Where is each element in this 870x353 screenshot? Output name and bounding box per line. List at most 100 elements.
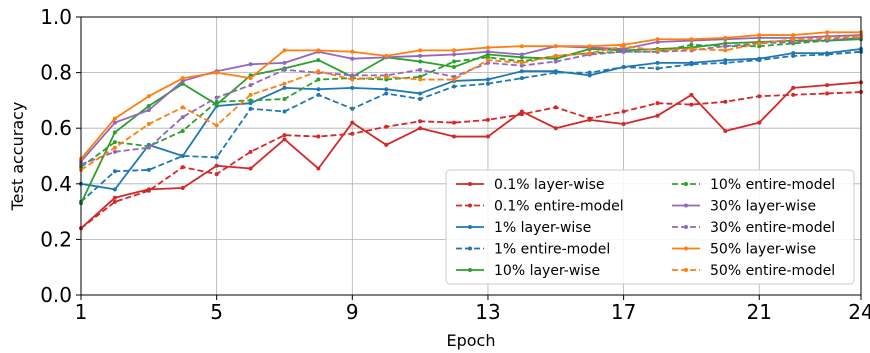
data-point <box>214 123 219 128</box>
data-point <box>723 48 728 53</box>
data-point <box>350 106 355 111</box>
series-7 <box>79 35 863 167</box>
data-point <box>485 55 490 60</box>
legend-label: 10% layer-wise <box>494 263 600 279</box>
legend-item: 0.1% layer-wise <box>456 177 605 193</box>
data-point <box>112 120 117 125</box>
data-point <box>519 76 524 81</box>
data-point <box>180 76 185 81</box>
data-point <box>112 187 117 192</box>
data-point <box>452 134 457 139</box>
data-point <box>180 185 185 190</box>
y-tick-label: 1.0 <box>40 5 72 29</box>
data-point <box>655 113 660 118</box>
data-point <box>214 163 219 168</box>
data-point <box>485 77 490 82</box>
series-line <box>80 36 862 168</box>
data-point <box>214 172 219 177</box>
data-point <box>418 48 423 53</box>
data-point <box>248 101 253 106</box>
y-tick-label: 0.4 <box>40 172 72 196</box>
legend-marker <box>468 182 472 186</box>
data-point <box>282 133 287 138</box>
data-point <box>316 92 321 97</box>
data-point <box>689 42 694 47</box>
data-point <box>791 53 796 58</box>
data-point <box>316 134 321 139</box>
data-point <box>757 120 762 125</box>
data-point <box>791 33 796 38</box>
data-point <box>214 155 219 160</box>
legend-marker <box>468 203 472 208</box>
data-point <box>146 188 151 193</box>
data-point <box>112 145 117 150</box>
data-point <box>180 115 185 120</box>
data-point <box>791 37 796 42</box>
data-point <box>316 87 321 92</box>
data-point <box>112 169 117 174</box>
data-point <box>825 91 830 96</box>
data-point <box>553 126 558 131</box>
data-point <box>146 167 151 172</box>
data-point <box>418 119 423 124</box>
series-line <box>80 36 862 166</box>
x-tick-label: 5 <box>210 300 223 324</box>
series-line <box>80 91 862 229</box>
data-point <box>452 65 457 70</box>
legend-marker <box>468 225 472 229</box>
data-point <box>418 74 423 79</box>
data-point <box>248 83 253 88</box>
data-point <box>825 52 830 57</box>
data-point <box>282 60 287 65</box>
data-point <box>553 105 558 110</box>
data-point <box>825 35 830 40</box>
data-point <box>519 109 524 114</box>
data-point <box>146 94 151 99</box>
data-point <box>757 35 762 40</box>
data-point <box>214 95 219 100</box>
data-point <box>384 142 389 147</box>
data-point <box>553 53 558 58</box>
data-point <box>452 120 457 125</box>
data-point <box>587 44 592 49</box>
data-point <box>282 48 287 53</box>
data-point <box>689 46 694 51</box>
data-point <box>418 59 423 64</box>
data-point <box>519 55 524 60</box>
data-point <box>452 59 457 64</box>
legend-item: 30% layer-wise <box>672 199 816 215</box>
series-5 <box>79 35 863 170</box>
data-point <box>112 116 117 121</box>
series-line <box>80 34 862 163</box>
data-point <box>485 45 490 50</box>
data-point <box>485 134 490 139</box>
data-point <box>553 56 558 61</box>
x-tick-label: 1 <box>75 300 88 324</box>
data-point <box>350 120 355 125</box>
data-point <box>757 41 762 46</box>
data-point <box>214 70 219 75</box>
data-point <box>384 124 389 129</box>
data-point <box>655 48 660 53</box>
data-point <box>723 128 728 133</box>
data-point <box>689 37 694 42</box>
data-point <box>248 149 253 154</box>
x-tick-label: 24 <box>848 300 870 324</box>
data-point <box>485 60 490 65</box>
x-axis: 1 5 9 13 17 21 24 <box>75 295 870 324</box>
series-line <box>80 35 862 171</box>
data-point <box>350 77 355 82</box>
data-point <box>485 81 490 86</box>
data-point <box>757 33 762 38</box>
data-point <box>655 37 660 42</box>
series-0 <box>79 80 863 231</box>
x-tick-label: 17 <box>611 300 636 324</box>
data-point <box>519 44 524 49</box>
data-point <box>621 49 626 54</box>
data-point <box>282 137 287 142</box>
data-point <box>418 126 423 131</box>
data-point <box>587 70 592 75</box>
data-point <box>452 74 457 79</box>
data-point <box>282 81 287 86</box>
legend-marker <box>468 246 472 251</box>
